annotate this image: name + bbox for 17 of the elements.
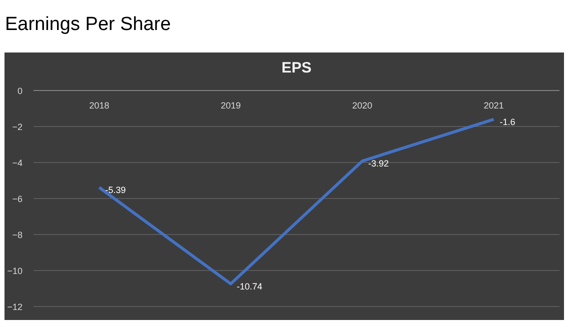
data-label: -3.92 [368,158,389,169]
y-tick-label: −10 [7,266,23,276]
data-label: -10.74 [236,281,262,292]
data-label: -5.39 [105,185,126,196]
chart-subtitle: EPS [281,60,312,76]
y-tick-label: −12 [7,302,23,312]
x-tick-label: 2020 [352,100,372,110]
x-tick-label: 2021 [484,100,504,110]
y-tick-label: −6 [12,194,23,204]
data-label: -1.6 [500,116,516,127]
x-tick-label: 2019 [220,100,241,110]
x-tick-label: 2018 [89,100,110,110]
y-tick-label: −8 [12,230,23,240]
chart-title: Earnings Per Share [5,13,171,37]
y-tick-label: −2 [12,122,23,132]
y-tick-label: −4 [12,158,23,168]
y-tick-label: 0 [17,86,23,96]
